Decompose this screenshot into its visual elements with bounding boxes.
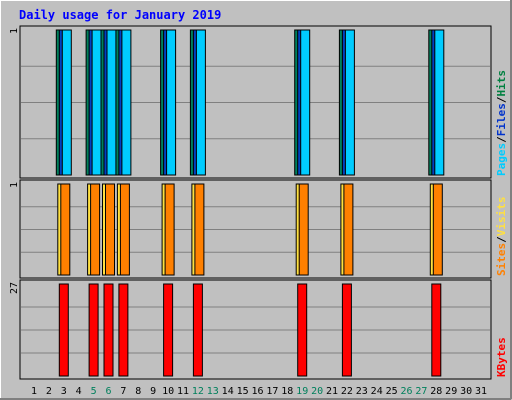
day-label: 19 xyxy=(296,386,308,397)
day-label: 7 xyxy=(120,386,126,397)
bar-kbytes-day-6 xyxy=(103,283,114,377)
panel-frame-kbytes xyxy=(19,279,492,380)
bar-sites-day-3 xyxy=(60,183,71,276)
bar-sites-day-19 xyxy=(298,183,309,276)
bar-pages-day-28 xyxy=(434,29,445,176)
bar-pages-day-6 xyxy=(106,29,117,176)
panel-max-label-sites-visits: 1 xyxy=(9,182,20,188)
day-label: 23 xyxy=(356,386,368,397)
day-label: 25 xyxy=(386,386,398,397)
day-label: 9 xyxy=(150,386,156,397)
day-label: 4 xyxy=(76,386,82,397)
bar-pages-day-19 xyxy=(300,29,311,176)
bar-pages-day-22 xyxy=(344,29,355,176)
day-label: 26 xyxy=(400,386,412,397)
bar-kbytes-day-5 xyxy=(88,283,99,377)
panel-legend-pages-files-hits: Pages/Files/Hits xyxy=(495,70,508,176)
day-label: 31 xyxy=(475,386,487,397)
legend-entry: KBytes xyxy=(495,337,508,377)
day-label: 10 xyxy=(162,386,174,397)
legend-entry: / xyxy=(495,236,508,243)
day-label: 30 xyxy=(460,386,472,397)
day-label: 6 xyxy=(105,386,111,397)
legend-entry: Hits xyxy=(495,70,508,97)
legend-entry: Pages xyxy=(495,143,508,176)
bar-kbytes-day-3 xyxy=(58,283,69,377)
bar-kbytes-day-22 xyxy=(341,283,352,377)
bar-sites-day-6 xyxy=(105,183,115,276)
bar-sites-day-28 xyxy=(432,183,443,276)
legend-entry: Sites xyxy=(495,243,508,276)
day-label: 27 xyxy=(415,386,427,397)
day-label: 8 xyxy=(135,386,141,397)
day-label: 24 xyxy=(371,386,383,397)
day-label: 29 xyxy=(445,386,457,397)
bar-sites-day-10 xyxy=(164,183,175,276)
bar-sites-day-12 xyxy=(194,183,205,276)
bar-pages-day-12 xyxy=(195,29,206,176)
day-label: 15 xyxy=(237,386,249,397)
day-label: 3 xyxy=(61,386,67,397)
day-label: 20 xyxy=(311,386,323,397)
day-label: 13 xyxy=(207,386,219,397)
day-label: 1 xyxy=(31,386,37,397)
panel-max-label-pages-files-hits: 1 xyxy=(9,28,20,34)
bar-pages-day-5 xyxy=(91,29,102,176)
bar-sites-day-7 xyxy=(119,183,130,276)
day-label: 11 xyxy=(177,386,189,397)
bar-kbytes-day-19 xyxy=(297,283,308,377)
day-label: 21 xyxy=(326,386,338,397)
day-label: 2 xyxy=(46,386,52,397)
day-label: 12 xyxy=(192,386,204,397)
legend-entry: Visits xyxy=(495,197,508,237)
day-label: 18 xyxy=(281,386,293,397)
bar-pages-day-3 xyxy=(61,29,72,176)
chart-title: Daily usage for January 2019 xyxy=(19,8,221,22)
bar-pages-day-10 xyxy=(166,29,177,176)
legend-entry: / xyxy=(495,136,508,143)
bar-kbytes-day-10 xyxy=(163,283,174,377)
bar-pages-day-7 xyxy=(121,29,132,176)
day-label: 22 xyxy=(341,386,353,397)
day-label: 16 xyxy=(251,386,263,397)
bar-sites-day-22 xyxy=(343,183,354,276)
day-label: 28 xyxy=(430,386,442,397)
legend-entry: Files xyxy=(495,103,508,136)
day-label: 14 xyxy=(222,386,234,397)
panel-frame-sites-visits xyxy=(19,179,492,279)
day-label: 5 xyxy=(91,386,97,397)
bar-sites-day-5 xyxy=(90,183,101,276)
panel-legend-sites-visits: Sites/Visits xyxy=(495,197,508,277)
bar-kbytes-day-12 xyxy=(192,283,203,377)
panel-frame-pages-files-hits xyxy=(19,25,492,179)
panel-max-label-kbytes: 27 xyxy=(9,282,20,294)
panel-legend-kbytes: KBytes xyxy=(495,337,508,377)
bar-kbytes-day-28 xyxy=(431,283,442,377)
day-label: 17 xyxy=(266,386,278,397)
bar-kbytes-day-7 xyxy=(118,283,129,377)
legend-entry: / xyxy=(495,96,508,103)
